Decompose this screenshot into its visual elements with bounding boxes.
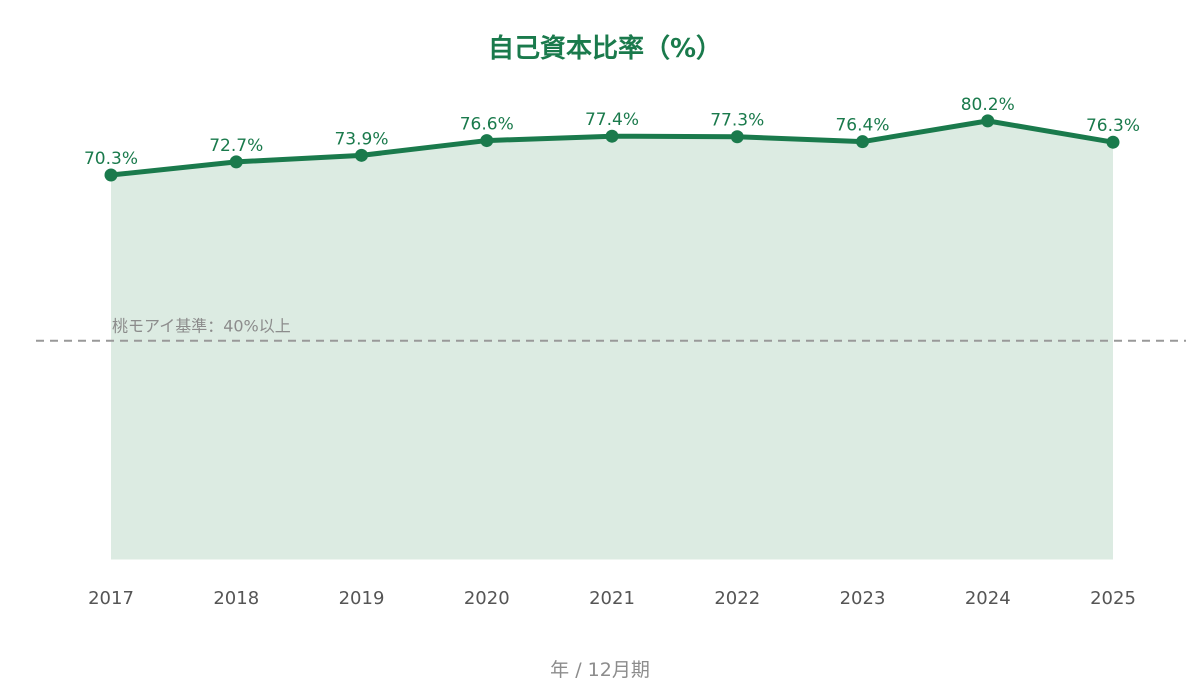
x-tick-label: 2022	[714, 588, 760, 609]
x-tick-layer: 2017 2018 2019 2020 2021 2022 2023 2024 2025	[88, 588, 1136, 609]
x-tick-label: 2017	[88, 588, 134, 609]
x-tick-label: 2021	[589, 588, 635, 609]
data-label: 80.2%	[961, 95, 1015, 115]
data-label: 73.9%	[334, 129, 388, 149]
data-point	[1106, 135, 1120, 149]
data-label: 76.4%	[835, 116, 889, 136]
x-tick-label: 2024	[965, 588, 1011, 609]
x-tick-label: 2025	[1090, 588, 1136, 609]
reference-layer: 桃モアイ基準：40%以上	[36, 317, 1186, 342]
data-label: 72.7%	[209, 136, 263, 156]
x-tick-label: 2020	[464, 588, 510, 609]
data-point	[104, 168, 118, 182]
data-point	[605, 129, 619, 143]
data-label: 77.3%	[710, 111, 764, 131]
chart-title: 自己資本比率（%）	[488, 33, 722, 64]
data-point	[480, 134, 494, 148]
data-point	[355, 148, 368, 162]
reference-label: 桃モアイ基準：40%以上	[112, 317, 291, 336]
data-point	[856, 135, 869, 149]
value-label-layer: 70.3% 72.7% 73.9% 76.6% 77.4% 77.3% 76.4% 80.2%…	[84, 95, 1140, 169]
point-layer	[104, 114, 1120, 182]
data-label: 76.3%	[1086, 116, 1140, 136]
data-point	[229, 155, 243, 169]
data-label: 76.6%	[460, 115, 514, 135]
data-point	[981, 114, 995, 128]
x-axis-label: 年 / 12月期	[550, 659, 650, 681]
data-label: 77.4%	[585, 110, 639, 130]
x-tick-label: 2023	[840, 588, 886, 609]
data-point	[730, 130, 744, 144]
data-label: 70.3%	[84, 149, 138, 169]
x-tick-label: 2018	[213, 588, 259, 609]
x-tick-label: 2019	[339, 588, 385, 609]
